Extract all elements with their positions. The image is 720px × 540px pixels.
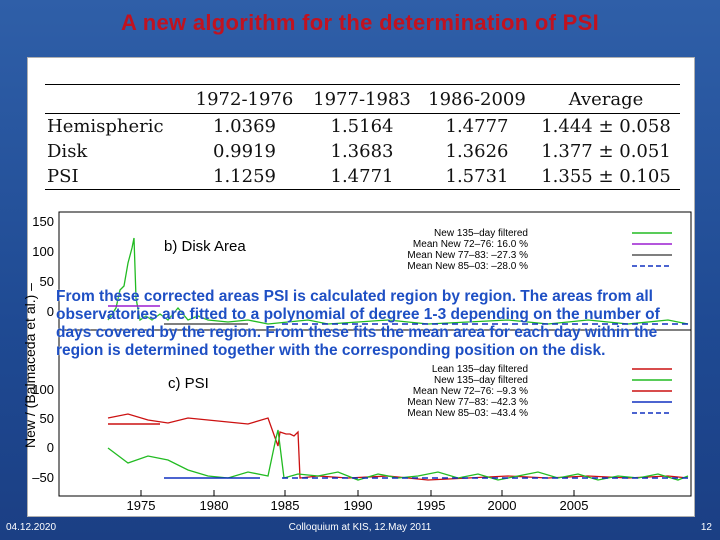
legend-entry: Mean New 77–83: –27.3 % xyxy=(407,250,528,261)
table-cell: 1.444 ± 0.058 xyxy=(541,116,671,137)
tick-label: 50 xyxy=(40,274,54,289)
panel-c-lean-series xyxy=(107,413,689,481)
tick-label: –50 xyxy=(32,470,54,485)
legend-entry: Mean New 85–03: –28.0 % xyxy=(407,261,528,272)
panel-c-frame xyxy=(58,329,692,497)
table-cell: 1.3683 xyxy=(330,141,394,162)
figure-panel: 1972-1976 1977-1983 1986-2009 Average He… xyxy=(22,57,695,517)
panel-c-label: c) PSI xyxy=(168,375,209,392)
table-cell: 1.4771 xyxy=(330,166,394,187)
legend-entry: Mean New 85–03: –43.4 % xyxy=(407,408,528,419)
legend-entry: Mean New 72–76: 16.0 % xyxy=(413,239,528,250)
legend-entry: Lean 135–day filtered xyxy=(432,364,528,375)
table-cell: 1.377 ± 0.051 xyxy=(541,141,671,162)
x-tick-label: 1975 xyxy=(127,498,156,513)
table-header-cell: 1977-1983 xyxy=(313,88,411,110)
tick-label: 0 xyxy=(47,304,54,319)
plot-area: 150 100 50 0 100 50 0 –50 1975 1980 1985… xyxy=(32,211,692,513)
table-top-rule xyxy=(45,84,680,85)
panel-b-label: b) Disk Area xyxy=(164,238,246,255)
table-cell: Disk xyxy=(47,141,88,162)
footer-date: 04.12.2020 xyxy=(6,522,57,533)
table-cell: 1.0369 xyxy=(213,116,276,137)
panel-c-new-series xyxy=(107,429,689,481)
tick-label: 0 xyxy=(47,440,54,455)
legend-entry: New 135–day filtered xyxy=(434,228,528,239)
table-cell: 1.1259 xyxy=(213,166,276,187)
x-tick-label: 1990 xyxy=(344,498,373,513)
tick-label: 100 xyxy=(32,382,54,397)
table-row: PSI 1.1259 1.4771 1.5731 1.355 ± 0.105 xyxy=(45,164,680,189)
table-header-cell: Average xyxy=(568,88,644,110)
table-cell: PSI xyxy=(47,166,79,187)
footer-page-number: 12 xyxy=(700,522,712,533)
table-cell: 0.9919 xyxy=(213,141,276,162)
x-tick-label: 1995 xyxy=(417,498,446,513)
footer-event: Colloquium at KIS, 12.May 2011 xyxy=(288,522,432,533)
tick-label: 150 xyxy=(32,214,54,229)
results-table: 1972-1976 1977-1983 1986-2009 Average He… xyxy=(45,84,680,190)
tick-label: 100 xyxy=(32,244,54,259)
table-row: Hemispheric 1.0369 1.5164 1.4777 1.444 ±… xyxy=(45,114,680,139)
legend-entry: Mean New 72–76: –9.3 % xyxy=(413,386,528,397)
panel-b-new-series xyxy=(107,237,689,325)
table-row: Disk 0.9919 1.3683 1.3626 1.377 ± 0.051 xyxy=(45,139,680,164)
tick-label: 50 xyxy=(40,411,54,426)
table-mid-rule xyxy=(45,113,680,114)
table-cell: Hemispheric xyxy=(47,116,164,137)
table-cell: 1.5731 xyxy=(445,166,509,187)
table-cell: 1.5164 xyxy=(330,116,394,137)
x-tick-label: 2000 xyxy=(488,498,517,513)
slide-body-text: From these corrected areas PSI is calcul… xyxy=(56,288,660,359)
table-header-cell: 1986-2009 xyxy=(428,88,526,110)
x-tick-label: 1985 xyxy=(271,498,300,513)
slide-title: A new algorithm for the determination of… xyxy=(120,10,600,35)
x-tick-label: 2005 xyxy=(560,498,589,513)
table-cell: 1.355 ± 0.105 xyxy=(541,166,671,187)
table-cell: 1.3626 xyxy=(445,141,509,162)
table-cell: 1.4777 xyxy=(445,116,509,137)
table-header-cell: 1972-1976 xyxy=(195,88,294,110)
table-header-row: 1972-1976 1977-1983 1986-2009 Average xyxy=(45,85,680,113)
legend-entry: Mean New 77–83: –42.3 % xyxy=(407,397,528,408)
table-bottom-rule xyxy=(45,189,680,190)
legend-entry: New 135–day filtered xyxy=(434,375,528,386)
x-tick-label: 1980 xyxy=(200,498,229,513)
